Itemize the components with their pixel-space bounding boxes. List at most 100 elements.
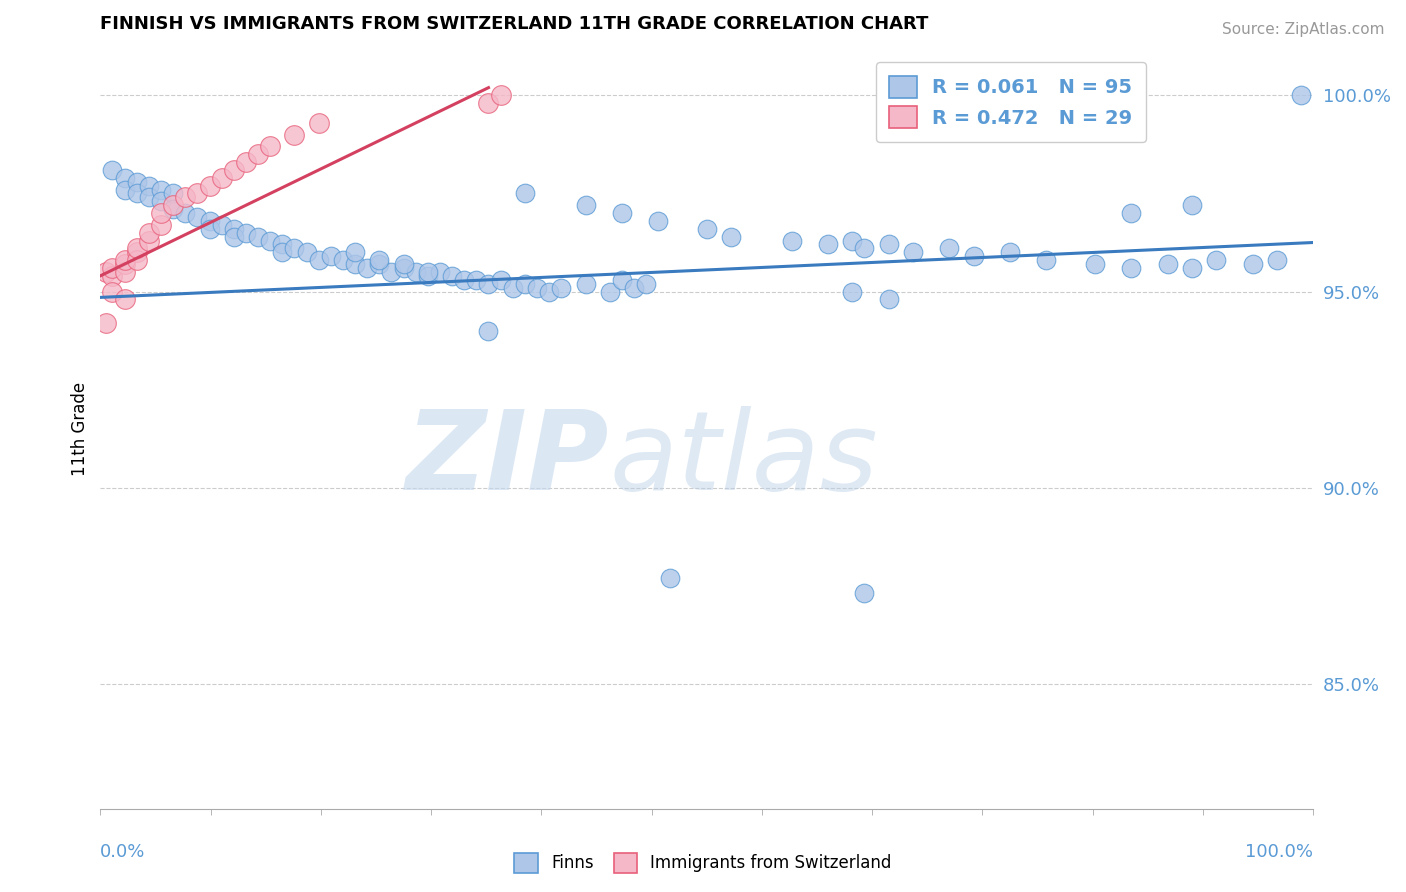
Point [114,170,136,185]
Point [96,316,118,330]
Point [125,175,148,189]
Point [308,116,330,130]
Point [659,571,682,585]
Point [101,285,124,299]
Point [138,234,160,248]
Point [392,260,415,275]
Point [114,265,136,279]
Point [453,273,475,287]
Point [162,202,184,217]
Point [235,155,257,169]
Point [368,257,391,271]
Point [610,273,633,287]
Point [283,128,305,142]
Point [998,245,1021,260]
Point [513,186,536,201]
Point [125,253,148,268]
Point [720,229,742,244]
Point [1121,260,1143,275]
Text: 100.0%: 100.0% [1246,843,1313,862]
Point [477,96,499,111]
Point [125,186,148,201]
Point [222,221,245,235]
Point [186,186,208,201]
Point [356,260,378,275]
Point [211,218,233,232]
Point [1181,260,1204,275]
Point [938,241,960,255]
Point [380,265,402,279]
Point [271,245,294,260]
Point [963,249,986,263]
Point [877,293,900,307]
Point [877,237,900,252]
Point [174,190,197,204]
Point [853,586,876,600]
Point [198,221,221,235]
Point [114,183,136,197]
Point [477,277,499,291]
Point [138,226,160,240]
Point [526,280,548,294]
Point [841,234,863,248]
Point [332,253,354,268]
Point [174,206,197,220]
Point [344,245,367,260]
Point [1205,253,1227,268]
Point [489,273,512,287]
Point [1121,206,1143,220]
Point [125,245,148,260]
Point [186,210,208,224]
Text: Source: ZipAtlas.com: Source: ZipAtlas.com [1222,22,1385,37]
Text: atlas: atlas [610,406,879,513]
Point [1181,198,1204,212]
Point [647,214,669,228]
Point [550,280,572,294]
Point [465,273,488,287]
Point [138,190,160,204]
Point [853,241,876,255]
Point [901,245,924,260]
Point [114,293,136,307]
Point [247,147,270,161]
Point [610,206,633,220]
Point [780,234,803,248]
Point [222,229,245,244]
Point [817,237,839,252]
Point [841,285,863,299]
Point [138,178,160,193]
Text: 0.0%: 0.0% [100,843,146,862]
Point [150,183,173,197]
Text: FINNISH VS IMMIGRANTS FROM SWITZERLAND 11TH GRADE CORRELATION CHART: FINNISH VS IMMIGRANTS FROM SWITZERLAND 1… [100,15,929,33]
Point [283,241,305,255]
Point [538,285,561,299]
Point [502,280,524,294]
Point [636,277,658,291]
Point [198,178,221,193]
Point [1265,253,1288,268]
Point [429,265,451,279]
Point [623,280,645,294]
Text: ZIP: ZIP [406,406,610,513]
Point [114,257,136,271]
Legend: Finns, Immigrants from Switzerland: Finns, Immigrants from Switzerland [508,847,898,880]
Point [308,253,330,268]
Point [319,249,342,263]
Point [96,265,118,279]
Point [344,257,367,271]
Point [416,265,439,279]
Point [125,241,148,255]
Point [162,198,184,212]
Point [247,229,270,244]
Point [295,245,318,260]
Point [1289,88,1312,103]
Point [574,277,596,291]
Point [1157,257,1180,271]
Point [574,198,596,212]
Point [259,234,281,248]
Point [477,324,499,338]
Point [599,285,621,299]
Point [1084,257,1107,271]
Y-axis label: 11th Grade: 11th Grade [72,382,89,475]
Point [150,206,173,220]
